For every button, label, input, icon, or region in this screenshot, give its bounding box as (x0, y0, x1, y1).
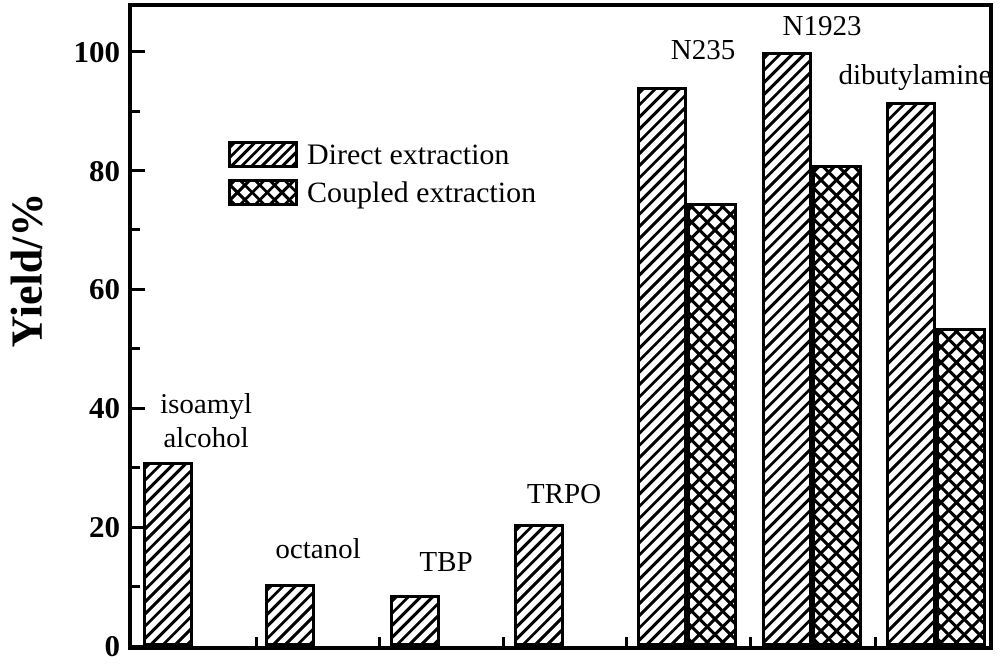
y-minor-tick-50 (132, 347, 140, 351)
legend-item-coupled-extraction: Coupled extraction (228, 176, 536, 209)
x-tick-3 (624, 637, 628, 646)
legend: Direct extraction Coupled extraction (228, 138, 536, 217)
y-tick-label-80: 80 (89, 152, 120, 188)
x-tick-2 (501, 637, 505, 646)
y-minor-tick-30 (132, 466, 140, 470)
category-label-isoamyl-alcohol: isoamyl alcohol (160, 388, 252, 454)
diagonal-hatch-swatch-icon (228, 141, 298, 168)
y-major-tick-100 (132, 50, 145, 54)
y-major-tick-80 (132, 169, 145, 173)
y-major-tick-60 (132, 287, 145, 291)
y-tick-label-0: 0 (104, 628, 121, 663)
x-tick-4 (748, 637, 752, 646)
legend-label-direct-extraction: Direct extraction (307, 137, 510, 171)
y-axis-title: Yield/% (2, 192, 52, 348)
cross-hatch-swatch-icon (228, 179, 298, 206)
x-tick-0 (254, 637, 258, 646)
bar-n235-coupled (687, 203, 737, 646)
bar-n235-direct (637, 87, 687, 646)
category-label-octanol: octanol (275, 533, 361, 565)
category-label-trpo: TRPO (526, 478, 602, 510)
y-tick-label-20: 20 (89, 509, 120, 545)
y-minor-tick-90 (132, 109, 140, 113)
bar-n1923-coupled (812, 165, 862, 646)
y-minor-tick-70 (132, 228, 140, 232)
y-major-tick-40 (132, 406, 145, 410)
y-major-tick-20 (132, 525, 145, 529)
bar-octanol-direct (265, 584, 315, 646)
bar-trpo-direct (514, 524, 564, 646)
x-tick-1 (377, 637, 381, 646)
bar-n1923-direct (762, 52, 812, 646)
y-minor-tick-10 (132, 585, 140, 589)
y-tick-label-60: 60 (89, 271, 120, 307)
category-label-n1923: N1923 (782, 10, 862, 42)
x-tick-5 (873, 637, 877, 646)
y-tick-label-40: 40 (89, 390, 120, 426)
y-major-tick-0 (132, 644, 145, 648)
bar-tbp-direct (390, 595, 440, 646)
legend-label-coupled-extraction: Coupled extraction (307, 175, 537, 209)
bar-dibutylamine-coupled (936, 328, 986, 646)
y-tick-label-100: 100 (73, 33, 121, 69)
category-label-n235: N235 (670, 34, 736, 66)
bar-dibutylamine-direct (886, 102, 936, 646)
legend-item-direct-extraction: Direct extraction (228, 138, 536, 171)
category-label-tbp: TBP (419, 546, 473, 578)
bar-isoamyl-alcohol-direct (143, 462, 193, 646)
category-label-dibutylamine: dibutylamine (838, 59, 992, 91)
